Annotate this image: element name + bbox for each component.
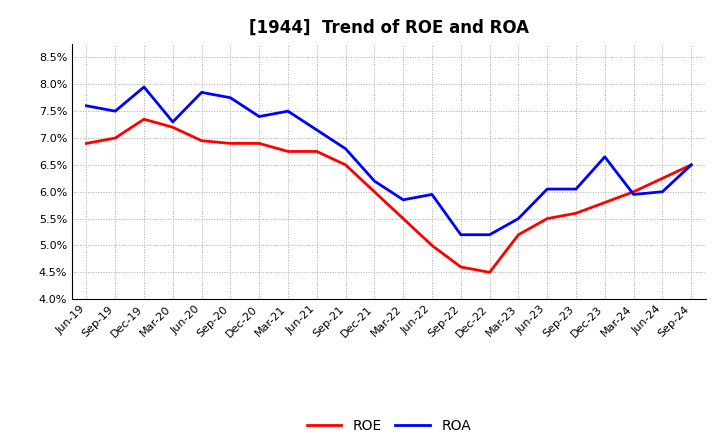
ROE — [629, 189, 638, 194]
ROA — [140, 84, 148, 90]
ROA — [197, 90, 206, 95]
ROE — [111, 136, 120, 141]
ROA — [485, 232, 494, 237]
ROE — [543, 216, 552, 221]
ROA — [312, 127, 321, 132]
Line: ROA: ROA — [86, 87, 691, 235]
ROE — [341, 162, 350, 168]
ROA — [255, 114, 264, 119]
ROE — [82, 141, 91, 146]
ROA — [82, 103, 91, 108]
ROA — [226, 95, 235, 100]
ROA — [629, 192, 638, 197]
ROE — [284, 149, 292, 154]
ROA — [428, 192, 436, 197]
ROA — [341, 146, 350, 151]
ROA — [370, 178, 379, 183]
ROA — [600, 154, 609, 159]
ROE — [456, 264, 465, 270]
ROA — [572, 187, 580, 192]
Line: ROE: ROE — [86, 119, 691, 272]
ROE — [399, 216, 408, 221]
ROA — [456, 232, 465, 237]
ROA — [543, 187, 552, 192]
ROE — [140, 117, 148, 122]
ROA — [168, 119, 177, 125]
ROA — [514, 216, 523, 221]
ROE — [572, 211, 580, 216]
ROE — [312, 149, 321, 154]
ROE — [514, 232, 523, 237]
ROE — [255, 141, 264, 146]
ROA — [687, 162, 696, 168]
Title: [1944]  Trend of ROE and ROA: [1944] Trend of ROE and ROA — [249, 19, 528, 37]
ROA — [111, 109, 120, 114]
ROA — [658, 189, 667, 194]
Legend: ROE, ROA: ROE, ROA — [301, 413, 477, 438]
ROE — [197, 138, 206, 143]
ROE — [428, 243, 436, 248]
ROE — [658, 176, 667, 181]
ROE — [485, 270, 494, 275]
ROE — [226, 141, 235, 146]
ROE — [600, 200, 609, 205]
ROE — [370, 189, 379, 194]
ROE — [168, 125, 177, 130]
ROA — [284, 109, 292, 114]
ROA — [399, 197, 408, 202]
ROE — [687, 162, 696, 168]
